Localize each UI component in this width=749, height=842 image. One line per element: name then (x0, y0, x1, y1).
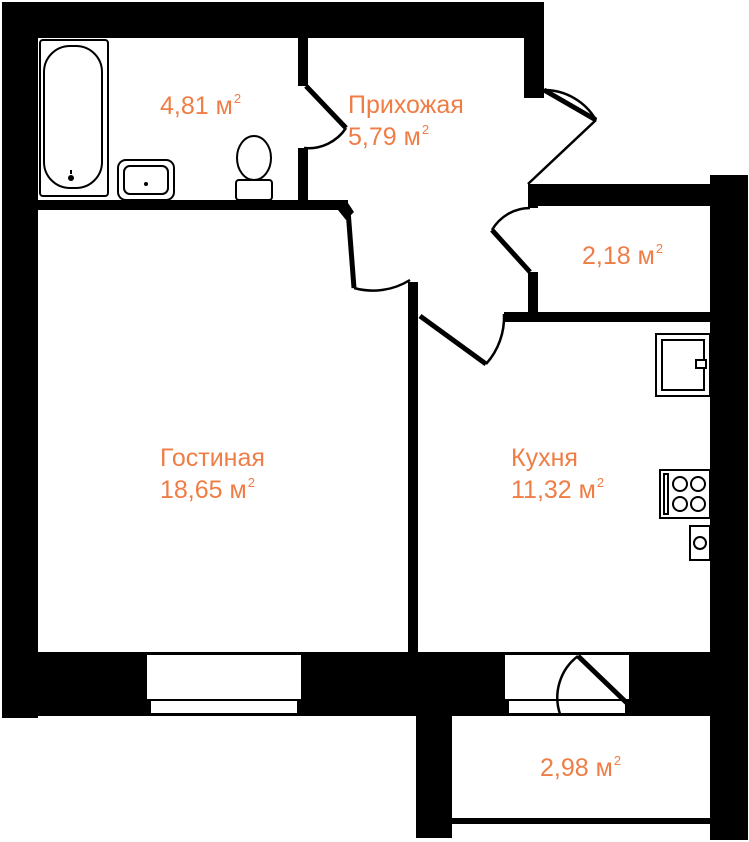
room-name: Кухня (511, 444, 578, 472)
unit: м (637, 242, 655, 270)
unit-power: 2 (613, 753, 622, 768)
unit-power: 2 (247, 475, 255, 490)
unit: м (578, 476, 596, 504)
room-kitchen-label: Кухня 11,32 м2 (511, 442, 604, 506)
unit: м (595, 754, 613, 782)
kitchen-sink-icon (655, 333, 711, 397)
oven-icon (689, 525, 711, 561)
room-area: 5,79 (348, 123, 397, 151)
unit-power: 2 (655, 241, 664, 256)
room-name: Гостиная (160, 444, 265, 472)
room-living-label: Гостиная 18,65 м2 (160, 442, 265, 506)
room-hallway-label: Прихожая 5,79 м2 (348, 89, 464, 153)
sink-icon (117, 159, 175, 201)
room-area: 11,32 (511, 476, 572, 504)
unit-power: 2 (421, 122, 430, 137)
room-area: 2,18 (582, 242, 631, 270)
doors (303, 84, 632, 715)
room-area: 2,98 (540, 754, 589, 782)
windows (145, 653, 631, 715)
unit-power: 2 (596, 475, 605, 490)
unit: м (403, 123, 421, 151)
room-area: 18,65 (160, 476, 223, 504)
cooktop-icon (659, 469, 711, 519)
room-area: 4,81 (160, 92, 209, 120)
toilet-icon (235, 135, 273, 201)
unit-power: 2 (233, 91, 242, 106)
room-bathroom-label: 4,81 м2 (160, 90, 241, 122)
room-storage-label: 2,18 м2 (582, 240, 663, 272)
bathtub-icon (39, 39, 109, 197)
unit: м (215, 92, 233, 120)
unit: м (229, 476, 247, 504)
room-balcony-label: 2,98 м2 (540, 752, 621, 784)
room-name: Прихожая (348, 91, 464, 119)
